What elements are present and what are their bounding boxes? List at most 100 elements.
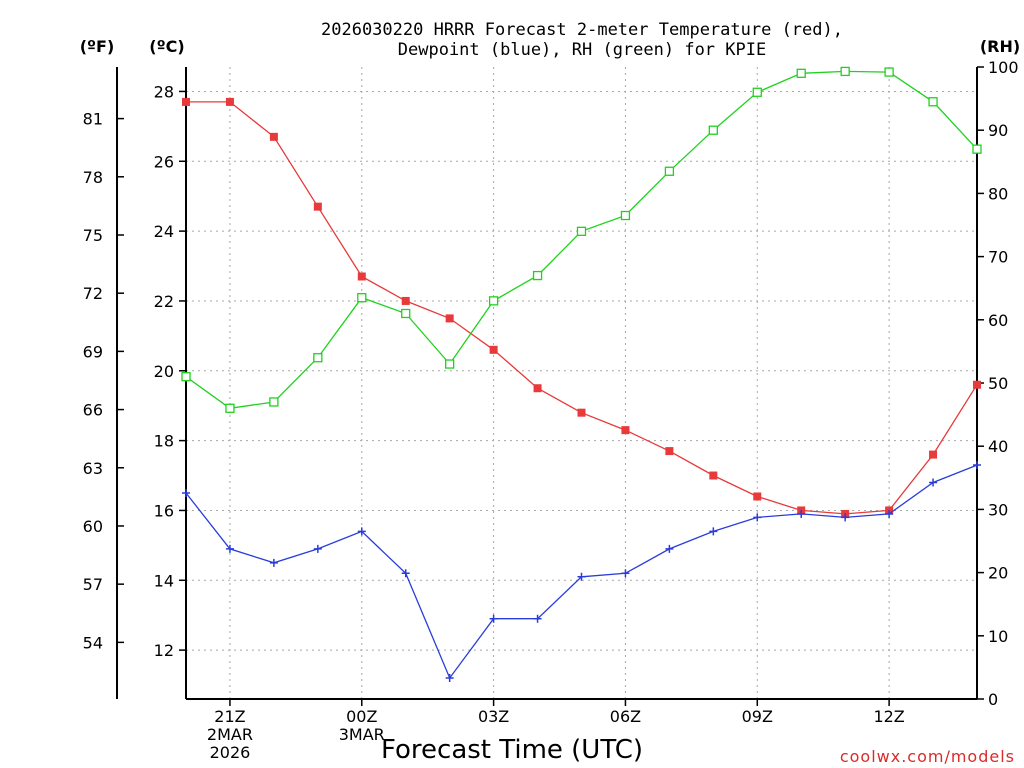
- axes: [116, 66, 984, 706]
- dewpoint-point: [445, 674, 454, 683]
- temperature-line: [186, 101, 978, 515]
- x-tick-label: 21Z: [214, 707, 245, 726]
- dewpoint-point: [313, 544, 322, 553]
- x-axis-label: Forecast Time (UTC): [381, 735, 643, 765]
- fahrenheit-tick-label: 54: [83, 633, 103, 652]
- rh-point: [708, 125, 718, 135]
- fahrenheit-tick-label: 63: [83, 459, 103, 478]
- fahrenheit-tick-label: 72: [83, 284, 103, 303]
- temperature-point: [929, 450, 938, 459]
- temperature-point: [577, 408, 586, 417]
- x-tick-label: 2026: [210, 743, 251, 762]
- rh-point: [664, 166, 675, 176]
- temperature-point: [489, 345, 498, 354]
- temperature-point: [753, 492, 762, 501]
- rh-tick-label: 90: [988, 121, 1008, 140]
- dewpoint-line: [185, 464, 978, 680]
- dewpoint-point: [401, 569, 410, 578]
- rh-point: [840, 66, 850, 77]
- dewpoint-point: [665, 544, 674, 553]
- x-tick-label: 09Z: [742, 707, 773, 726]
- celsius-tick-label: 16: [154, 501, 174, 520]
- fahrenheit-tick-label: 57: [83, 575, 103, 594]
- fahrenheit-tick-label: 75: [83, 226, 103, 245]
- rh-point: [357, 293, 367, 303]
- celsius-tick-label: 14: [154, 571, 174, 590]
- dewpoint-point: [533, 614, 542, 623]
- dewpoint-point: [269, 558, 278, 567]
- fahrenheit-unit-label: (ºF): [80, 37, 115, 56]
- temperature-point: [313, 202, 322, 211]
- rh-point: [884, 67, 894, 77]
- rh-tick-label: 10: [988, 627, 1008, 646]
- rh-tick-label: 100: [988, 58, 1019, 77]
- dewpoint-point: [753, 513, 762, 522]
- rh-point: [225, 403, 235, 413]
- rh-point: [576, 226, 587, 236]
- rh-tick-label: 40: [988, 437, 1008, 456]
- dewpoint-point: [973, 461, 981, 470]
- celsius-tick-label: 18: [154, 432, 174, 451]
- source-credit: coolwx.com/models: [840, 747, 1015, 766]
- celsius-tick-label: 22: [154, 292, 174, 311]
- x-tick-label: 06Z: [610, 707, 641, 726]
- chart-title-line-1: 2026030220 HRRR Forecast 2-meter Tempera…: [321, 20, 843, 40]
- x-tick-label: 2MAR: [207, 725, 253, 744]
- dewpoint-point: [577, 572, 586, 581]
- fahrenheit-tick-label: 60: [83, 517, 103, 536]
- grid-lines: [186, 67, 977, 699]
- rh-line: [185, 70, 978, 409]
- rh-point: [972, 144, 982, 154]
- rh-unit-label: (RH): [980, 37, 1020, 56]
- rh-tick-label: 60: [988, 311, 1008, 330]
- dewpoint-point: [225, 544, 234, 553]
- celsius-tick-label: 12: [154, 641, 174, 660]
- celsius-unit-label: (ºC): [149, 37, 184, 56]
- dewpoint-point: [709, 527, 718, 536]
- dewpoint-point: [885, 509, 894, 518]
- temperature-point: [445, 314, 454, 323]
- dewpoint-point: [621, 569, 630, 578]
- chart-title-line-2: Dewpoint (blue), RH (green) for KPIE: [398, 40, 766, 60]
- temperature-point: [357, 272, 366, 281]
- rh-point: [269, 397, 279, 407]
- dewpoint-point: [841, 513, 850, 522]
- rh-point: [401, 308, 411, 319]
- rh-point: [181, 372, 191, 382]
- rh-point: [532, 270, 543, 281]
- dewpoint-point: [929, 478, 938, 487]
- temperature-point: [225, 97, 234, 106]
- rh-point: [620, 210, 631, 221]
- dewpoint-point: [182, 488, 190, 497]
- celsius-tick-label: 20: [154, 362, 174, 381]
- rh-point: [488, 296, 499, 306]
- temperature-point: [709, 471, 718, 480]
- temperature-point: [973, 380, 981, 389]
- dewpoint-point: [489, 614, 498, 623]
- rh-tick-label: 0: [988, 690, 998, 709]
- rh-tick-label: 70: [988, 248, 1008, 267]
- rh-tick-label: 80: [988, 184, 1008, 203]
- rh-point: [752, 87, 762, 97]
- x-tick-label: 12Z: [873, 707, 904, 726]
- rh-tick-label: 30: [988, 500, 1008, 519]
- temperature-point: [533, 384, 542, 393]
- x-tick-label: 03Z: [478, 707, 509, 726]
- rh-tick-label: 20: [988, 564, 1008, 583]
- rh-point: [928, 97, 938, 107]
- temperature-point: [182, 97, 190, 106]
- celsius-tick-label: 24: [154, 222, 174, 241]
- fahrenheit-tick-label: 81: [83, 110, 103, 129]
- temperature-point: [665, 447, 674, 456]
- chart-title: 2026030220 HRRR Forecast 2-meter Tempera…: [321, 20, 843, 60]
- fahrenheit-tick-label: 66: [83, 401, 103, 420]
- x-tick-label: 3MAR: [339, 725, 385, 744]
- rh-tick-label: 50: [988, 374, 1008, 393]
- celsius-tick-label: 28: [154, 82, 174, 101]
- data-series: [181, 66, 982, 683]
- rh-point: [313, 353, 323, 363]
- fahrenheit-tick-label: 69: [83, 342, 103, 361]
- fahrenheit-tick-label: 78: [83, 168, 103, 187]
- dewpoint-point: [797, 509, 806, 518]
- dewpoint-point: [357, 527, 366, 536]
